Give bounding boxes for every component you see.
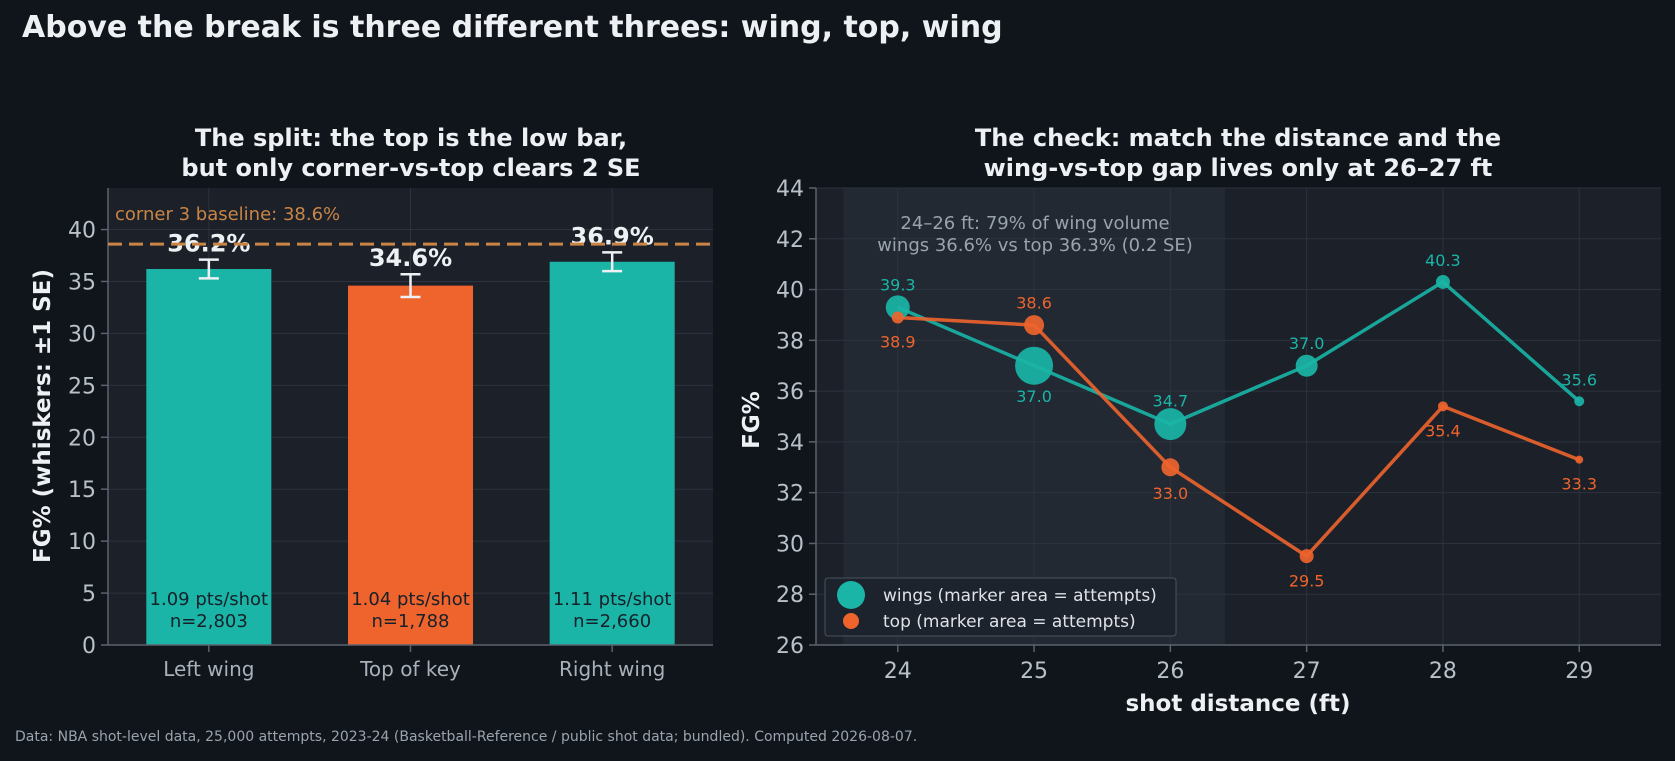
data-point-wings xyxy=(1574,396,1585,407)
data-point-top xyxy=(1299,549,1314,564)
data-source-footer: Data: NBA shot-level data, 25,000 attemp… xyxy=(15,729,918,745)
data-point-wings xyxy=(1154,408,1187,441)
line-y-tick-label: 44 xyxy=(776,177,804,202)
line-y-tick-label: 38 xyxy=(776,329,804,354)
bar-attempts-label: n=2,660 xyxy=(573,611,651,632)
data-label-wings: 34.7 xyxy=(1153,392,1189,411)
bar-value-label: 36.9% xyxy=(571,222,654,250)
bar-panel-title-line-2: but only corner-vs-top clears 2 SE xyxy=(181,154,640,182)
line-panel-y-ticks: 26 28 30 32 34 36 38 40 42 44 xyxy=(776,177,816,659)
line-y-tick-label: 34 xyxy=(776,431,804,456)
bar-panel-title-line-1: The split: the top is the low bar, xyxy=(195,124,627,152)
data-point-top xyxy=(1437,401,1448,412)
line-x-tick-label: 24 xyxy=(884,659,912,684)
bar-y-tick-label: 35 xyxy=(68,270,96,295)
bar-pts-per-shot-label: 1.11 pts/shot xyxy=(553,589,672,610)
line-x-tick-label: 25 xyxy=(1020,659,1048,684)
line-y-tick-label: 28 xyxy=(776,583,804,608)
line-panel-title-line-1: The check: match the distance and the xyxy=(975,124,1501,152)
bar-pts-per-shot-label: 1.04 pts/shot xyxy=(351,589,470,610)
bar-y-tick-label: 15 xyxy=(68,478,96,503)
data-point-top xyxy=(1575,455,1584,464)
bar-panel-categories: Left wing Top of key Right wing xyxy=(163,645,665,681)
data-point-top xyxy=(1161,458,1180,477)
data-label-wings: 37.0 xyxy=(1016,387,1052,406)
series-line-wings xyxy=(897,280,1581,426)
bar-panel-y-ticks: 0 5 10 15 20 25 30 35 40 xyxy=(68,219,108,659)
range-annotation-line-2: wings 36.6% vs top 36.3% (0.2 SE) xyxy=(877,235,1193,256)
line-y-tick-label: 30 xyxy=(776,532,804,557)
line-y-tick-label: 40 xyxy=(776,279,804,304)
data-label-wings: 39.3 xyxy=(880,275,916,294)
legend-box xyxy=(824,577,1177,637)
bar-panel-y-label: FG% (whiskers: ±1 SE) xyxy=(30,269,56,563)
data-label-top: 29.5 xyxy=(1289,572,1325,591)
bar-category-label: Left wing xyxy=(163,657,254,681)
bar-y-tick-label: 0 xyxy=(82,634,96,659)
line-x-tick-label: 29 xyxy=(1565,659,1593,684)
data-label-top: 38.6 xyxy=(1016,294,1052,313)
bar-y-tick-label: 5 xyxy=(82,582,96,607)
bar-attempts-label: n=1,788 xyxy=(371,611,449,632)
figure-title: Above the break is three different three… xyxy=(22,10,1003,45)
data-point-top xyxy=(891,311,904,324)
bar-category-label: Right wing xyxy=(559,657,665,681)
line-panel-grid xyxy=(816,187,1661,646)
line-series: 39.3 37.0 34.7 37.0 40.3 35.6 38.9 38.6 33.0 29.5… xyxy=(880,251,1597,591)
bar-y-tick-label: 30 xyxy=(68,322,96,347)
series-line-top xyxy=(897,315,1580,558)
bar-pts-per-shot-label: 1.09 pts/shot xyxy=(150,589,269,610)
data-label-top: 33.0 xyxy=(1153,484,1189,503)
line-x-tick-label: 26 xyxy=(1156,659,1184,684)
data-label-top: 35.4 xyxy=(1425,421,1461,440)
line-panel: 26 28 30 32 34 36 38 40 42 44 24 25 26 27 28 29 39.3 37… xyxy=(739,124,1661,717)
legend-top-label: top (marker area = attempts) xyxy=(883,612,1136,632)
bar xyxy=(549,261,675,645)
bar-value-label: 34.6% xyxy=(369,244,452,272)
range-annotation-line-1: 24–26 ft: 79% of wing volume xyxy=(900,213,1169,234)
line-panel-y-label: FG% xyxy=(739,391,765,449)
data-label-wings: 40.3 xyxy=(1425,251,1461,270)
line-x-tick-label: 28 xyxy=(1429,659,1457,684)
data-point-wings xyxy=(885,295,910,320)
bar-y-tick-label: 25 xyxy=(68,374,96,399)
bar-y-tick-label: 10 xyxy=(68,530,96,555)
line-y-tick-label: 36 xyxy=(776,380,804,405)
data-label-top: 38.9 xyxy=(880,332,916,351)
line-y-tick-label: 32 xyxy=(776,482,804,507)
data-point-top xyxy=(1024,315,1045,336)
data-label-top: 33.3 xyxy=(1561,475,1597,494)
line-y-tick-label: 26 xyxy=(776,634,804,659)
legend-wings-label: wings (marker area = attempts) xyxy=(883,586,1157,606)
corner3-baseline-label: corner 3 baseline: 38.6% xyxy=(115,204,340,225)
bar xyxy=(347,285,474,645)
data-point-wings xyxy=(1435,274,1450,289)
line-panel-title-line-2: wing-vs-top gap lives only at 26–27 ft xyxy=(984,154,1493,182)
data-label-wings: 37.0 xyxy=(1289,334,1325,353)
data-point-wings xyxy=(1295,354,1318,377)
bar-y-tick-label: 40 xyxy=(68,219,96,244)
bar-attempts-label: n=2,803 xyxy=(170,611,248,632)
bar-category-label: Top of key xyxy=(359,657,461,681)
line-panel-x-label: shot distance (ft) xyxy=(1125,691,1350,717)
data-point-wings xyxy=(1015,346,1054,385)
legend: wings (marker area = attempts) top (mark… xyxy=(824,577,1177,637)
line-panel-x-ticks: 24 25 26 27 28 29 xyxy=(884,645,1593,684)
legend-wings-marker xyxy=(837,581,865,609)
bar-y-tick-label: 20 xyxy=(68,426,96,451)
legend-top-marker xyxy=(843,613,859,629)
data-label-wings: 35.6 xyxy=(1561,370,1597,389)
line-x-tick-label: 27 xyxy=(1293,659,1321,684)
line-y-tick-label: 42 xyxy=(776,228,804,253)
bar xyxy=(146,269,272,645)
